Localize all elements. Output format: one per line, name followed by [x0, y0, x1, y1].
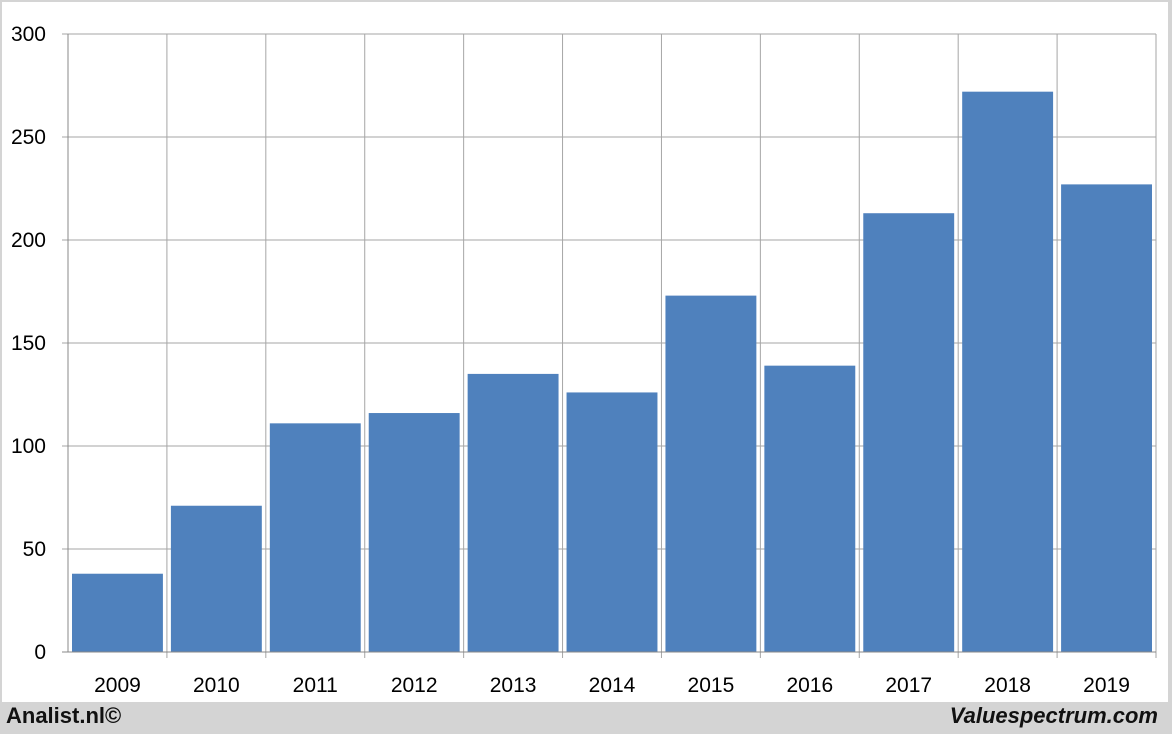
y-tick-label: 150 — [11, 332, 46, 355]
x-tick-label: 2015 — [688, 674, 735, 697]
bar-2016 — [764, 365, 856, 652]
source-label-analist: Analist.nl© — [6, 703, 122, 728]
x-tick-label: 2013 — [490, 674, 537, 697]
bar-2012 — [368, 413, 460, 652]
bar-2015 — [665, 295, 757, 652]
y-tick-label: 300 — [11, 23, 46, 46]
x-tick-label: 2014 — [589, 674, 636, 697]
y-tick-label: 0 — [34, 641, 46, 664]
bar-2019 — [1061, 184, 1152, 652]
bar-2013 — [467, 373, 559, 652]
source-label-valuespectrum: Valuespectrum.com — [949, 703, 1158, 728]
x-tick-label: 2009 — [94, 674, 141, 697]
x-tick-label: 2017 — [885, 674, 932, 697]
x-tick-label: 2018 — [984, 674, 1031, 697]
x-tick-label: 2010 — [193, 674, 240, 697]
bar-2018 — [962, 91, 1054, 653]
x-tick-label: 2012 — [391, 674, 438, 697]
bar-2014 — [566, 392, 658, 652]
axes — [62, 34, 1156, 653]
y-tick-label: 250 — [11, 126, 46, 149]
bar-2009 — [72, 573, 163, 652]
bars — [72, 91, 1152, 653]
y-tick-label: 200 — [11, 229, 46, 252]
x-tick-label: 2016 — [786, 674, 833, 697]
bar-2017 — [863, 213, 955, 652]
bar-2010 — [170, 505, 262, 652]
x-tick-labels: 2009 2010 2011 2012 2013 2014 2015 2016 2017 2018… — [94, 674, 1130, 697]
bar-2011 — [269, 423, 361, 652]
x-tick-label: 2011 — [293, 674, 338, 697]
x-tick-label: 2019 — [1083, 674, 1130, 697]
y-tick-label: 100 — [11, 435, 46, 458]
y-tick-label: 50 — [23, 538, 46, 561]
y-tick-labels: 0 50 100 150 200 250 300 — [11, 23, 46, 664]
